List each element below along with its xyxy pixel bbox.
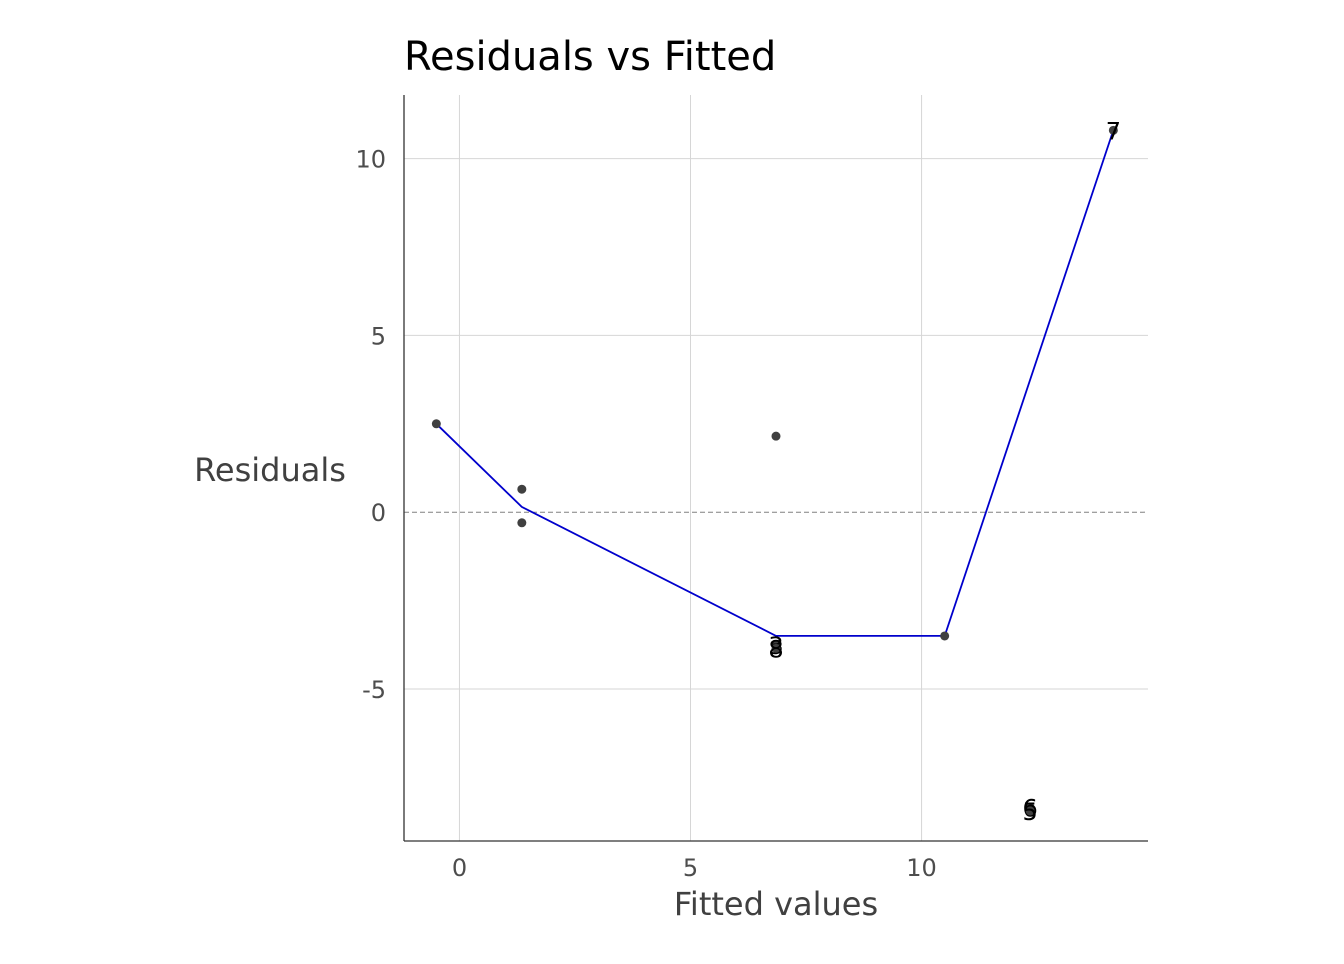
points: 38657 [431,117,1121,826]
x-tick-label: 10 [906,854,937,882]
y-tick-label: 5 [371,322,386,350]
y-tick-label: 0 [371,499,386,527]
x-tick-label: 0 [452,854,467,882]
data-point [940,631,950,641]
y-axis-title: Residuals [194,451,346,489]
x-axis-title: Fitted values [674,885,878,923]
point-label: 7 [1106,117,1121,145]
chart-title: Residuals vs Fitted [404,34,776,80]
data-point [771,431,781,441]
data-point [1025,806,1035,816]
grid [404,95,1148,841]
y-tick-label: 10 [355,146,386,174]
point-label: 5 [1023,798,1038,826]
axes [403,95,1148,842]
tick-labels: 0 5 10 10 5 0 -5 [355,146,936,882]
x-tick-label: 5 [683,854,698,882]
data-point [771,643,781,653]
data-point [517,484,527,494]
smooth-line [435,130,1115,637]
data-point [431,419,441,429]
data-point [517,518,527,528]
data-point [1108,125,1118,135]
point-label: 8 [768,635,783,663]
smooth-layer [435,130,1115,637]
y-tick-label: -5 [362,676,386,704]
